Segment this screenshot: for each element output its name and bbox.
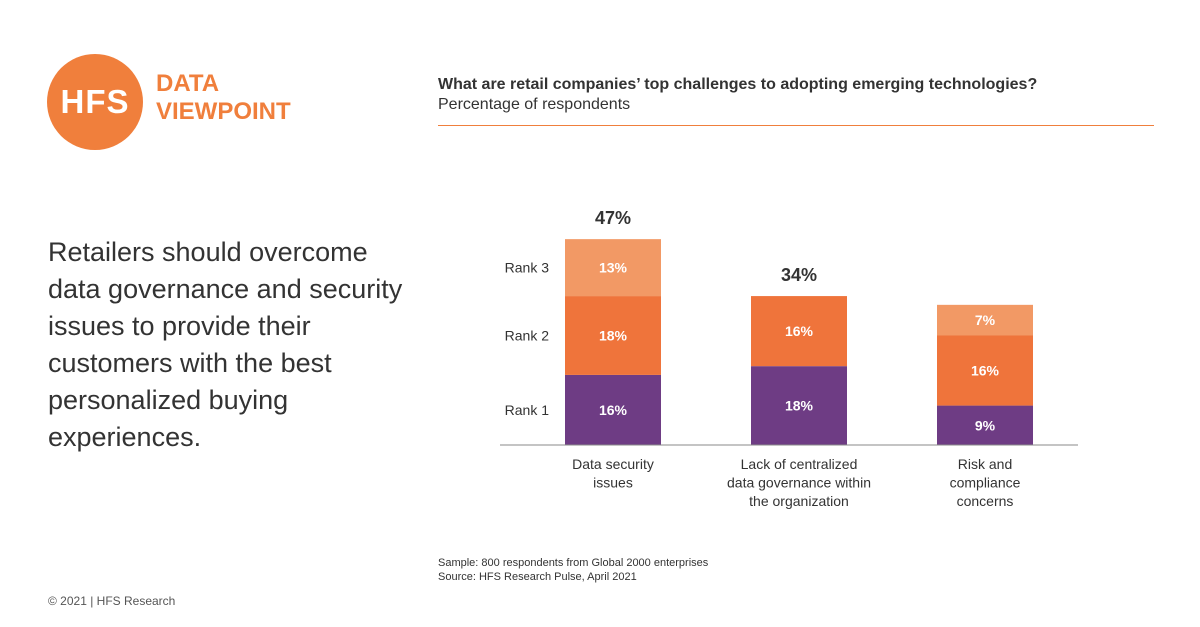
source-note: Source: HFS Research Pulse, April 2021	[438, 571, 637, 583]
total-label: 34%	[781, 265, 817, 285]
category-label: Risk and	[958, 456, 1012, 472]
bar-segment	[937, 304, 1033, 336]
rank-label: Rank 2	[505, 328, 550, 344]
bar-segment	[751, 366, 847, 445]
data-label: 13%	[599, 260, 628, 276]
data-label: 16%	[971, 363, 1000, 379]
title-divider	[438, 125, 1154, 126]
logo-wordmark: DATA VIEWPOINT	[156, 70, 291, 126]
category-label: Lack of centralized	[741, 456, 858, 472]
category-label: Data security	[572, 456, 654, 472]
data-label: 16%	[785, 323, 814, 339]
bar-segment	[565, 296, 661, 375]
hfs-logo: HFS	[47, 54, 143, 150]
headline: Retailers should overcome data governanc…	[48, 237, 403, 452]
data-label: 7%	[975, 312, 996, 328]
chart-title: What are retail companies’ top challenge…	[438, 76, 1038, 93]
rank-label: Rank 1	[505, 402, 550, 418]
bar-segment	[751, 296, 847, 367]
data-label: 16%	[599, 402, 628, 418]
category-label: data governance within	[727, 475, 871, 491]
data-label: 18%	[785, 398, 814, 414]
total-label: 47%	[595, 208, 631, 228]
category-label: the organization	[749, 493, 849, 509]
bar-segment	[565, 239, 661, 297]
data-label: 18%	[599, 328, 628, 344]
category-label: compliance	[950, 475, 1021, 491]
bar-segment	[937, 405, 1033, 445]
logo-line-2: VIEWPOINT	[156, 98, 291, 125]
category-label: issues	[593, 475, 633, 491]
chart-subtitle: Percentage of respondents	[438, 96, 631, 113]
copyright: © 2021 | HFS Research	[48, 594, 176, 608]
chart-notes: Sample: 800 respondents from Global 2000…	[438, 556, 708, 584]
bar-segment	[565, 374, 661, 445]
category-label: concerns	[957, 493, 1014, 509]
data-label: 9%	[975, 417, 996, 433]
logo-line-1: DATA	[156, 70, 220, 97]
rank-label: Rank 3	[505, 260, 550, 276]
bar-segment	[937, 335, 1033, 406]
sample-note: Sample: 800 respondents from Global 2000…	[438, 557, 709, 569]
